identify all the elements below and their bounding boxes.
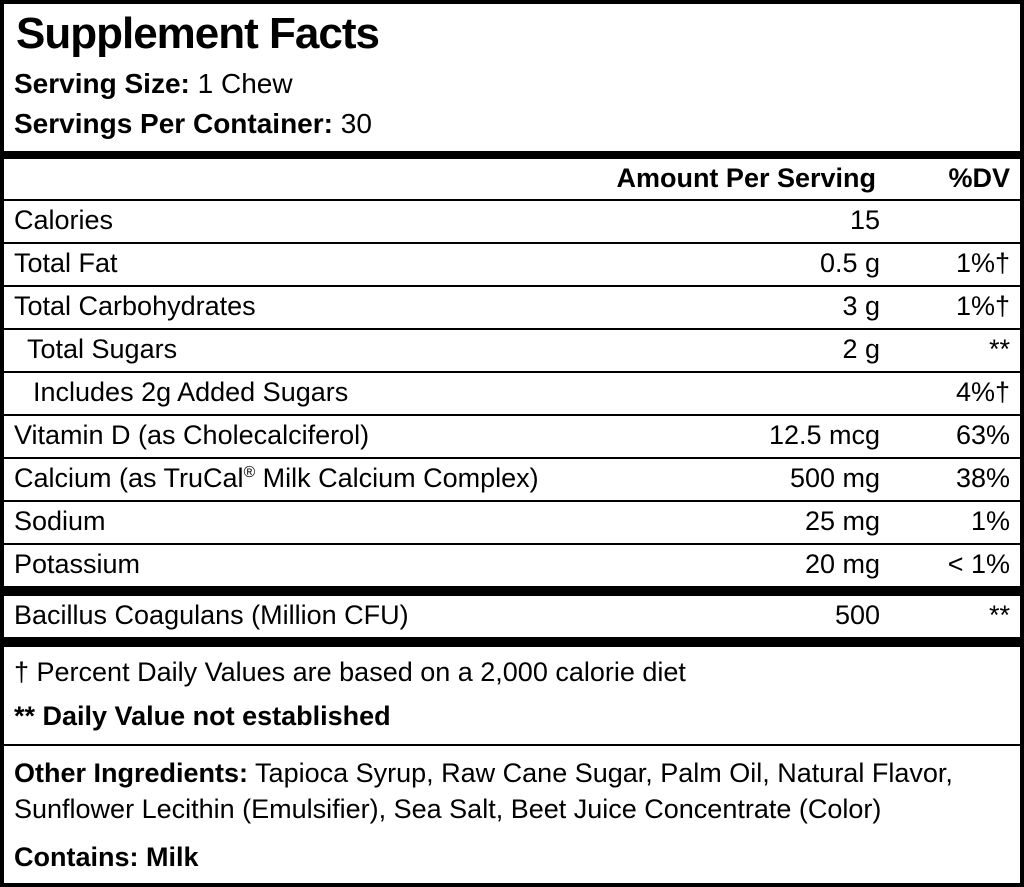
other-ingredients-value: Tapioca Syrup, Raw Cane Sugar, Palm Oil,… [14,757,953,824]
row-amount: 3 g [842,291,880,322]
row-name: Bacillus Coagulans (Million CFU) [14,600,409,631]
row-dv: 4%† [955,377,1010,408]
table-row: Potassium 20 mg < 1% [4,545,1020,588]
table-row: Bacillus Coagulans (Million CFU) 500 ** [4,596,1020,639]
thick-divider-bar [4,638,1020,647]
servings-per-container-label: Servings Per Container: [14,107,333,139]
contains-label: Contains: [14,842,139,872]
row-amount: 15 [849,205,880,236]
row-dv: 63% [955,420,1010,451]
serving-size-line: Serving Size: 1 Chew [14,68,1010,100]
row-dv: ** [988,600,1010,631]
thin-divider-line [4,743,1020,746]
row-name: Sodium [14,506,106,537]
row-name: Includes 2g Added Sugars [33,377,349,408]
row-name: Total Fat [14,248,118,279]
thick-divider-bar [4,150,1020,159]
footnote-dv-not-established: ** Daily Value not established [14,701,391,732]
row-amount: 2 g [842,334,880,365]
table-row: Total Sugars 2 g ** [4,330,1020,373]
row-dv: ** [988,334,1010,365]
table-header-row: Amount Per Serving %DV [4,159,1020,201]
dv-header: %DV [948,162,1010,193]
probiotic-rows: Bacillus Coagulans (Million CFU) 500 ** [4,596,1020,639]
other-ingredients: Other Ingredients: Tapioca Syrup, Raw Ca… [4,746,1020,836]
label-header: Supplement Facts Serving Size: 1 Chew Se… [4,4,1020,151]
row-name: Potassium [14,549,141,580]
row-amount: 25 mg [804,506,880,537]
row-dv: 1% [970,506,1010,537]
row-amount: 500 [834,600,880,631]
row-amount: 12.5 mcg [768,420,880,451]
amount-per-serving-header: Amount Per Serving [616,162,876,193]
row-name: Vitamin D (as Cholecalciferol) [14,420,370,451]
row-name: Total Carbohydrates [14,291,256,322]
table-row: Sodium 25 mg 1% [4,502,1020,545]
row-dv: 1%† [955,248,1010,279]
table-row: Total Fat 0.5 g 1%† [4,244,1020,287]
footnote-daily-values: † Percent Daily Values are based on a 2,… [14,656,686,687]
row-amount: 0.5 g [819,248,880,279]
table-row: Calories 15 [4,201,1020,244]
servings-per-container-line: Servings Per Container: 30 [14,108,1010,140]
row-dv: 38% [955,463,1010,494]
table-row: Calcium (as TruCal® Milk Calcium Complex… [4,459,1020,502]
contains-allergens: Contains: Milk [4,842,1020,883]
row-dv: < 1% [947,549,1010,580]
table-row: Vitamin D (as Cholecalciferol) 12.5 mcg 63… [4,416,1020,459]
row-name: Total Sugars [27,334,178,365]
other-ingredients-label: Other Ingredients: [14,757,249,788]
contains-value: Milk [146,842,199,872]
thick-divider-bar [4,587,1020,596]
row-amount: 500 mg [789,463,880,494]
serving-size-label: Serving Size: [14,68,190,100]
row-amount: 20 mg [804,549,880,580]
row-name: Calcium (as TruCal® Milk Calcium Complex… [14,463,539,494]
nutrient-rows: Calories 15 Total Fat 0.5 g 1%† Total Carbohy… [4,201,1020,588]
row-name: Calories [14,205,114,236]
table-row: Includes 2g Added Sugars 4%† [4,373,1020,416]
serving-size-value: 1 Chew [197,68,293,100]
row-dv: 1%† [955,291,1010,322]
servings-per-container-value: 30 [340,107,372,139]
page-title: Supplement Facts [16,9,380,58]
table-row: Total Carbohydrates 3 g 1%† [4,287,1020,330]
